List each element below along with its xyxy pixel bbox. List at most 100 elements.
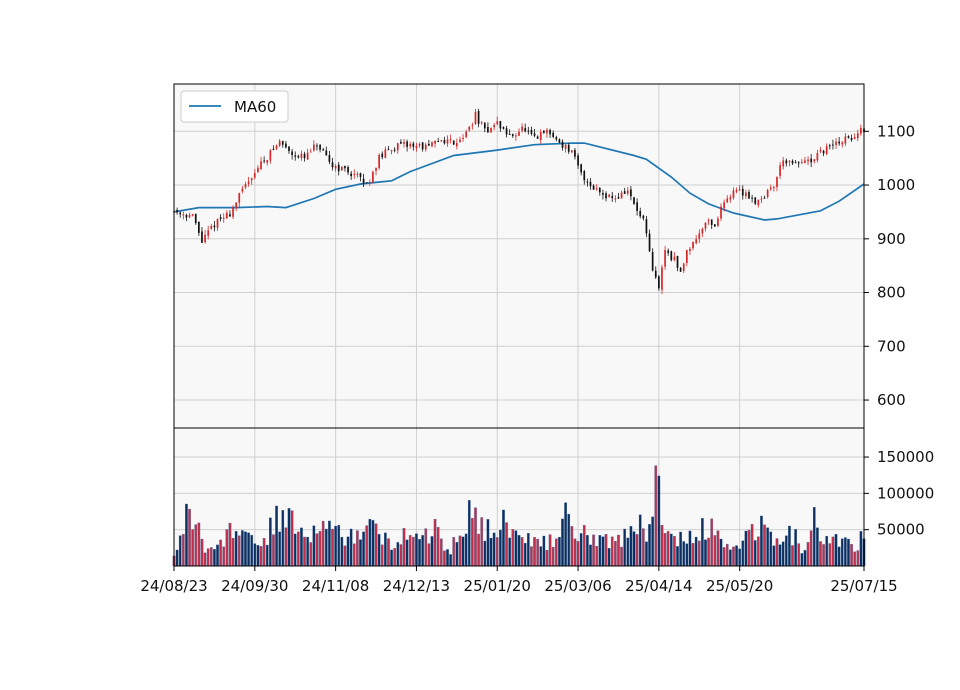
volume-bar (539, 546, 543, 567)
candle-body (804, 160, 806, 163)
volume-bar (607, 548, 611, 567)
candle-body (375, 167, 377, 171)
volume-bar (629, 526, 633, 567)
candle-body (841, 142, 844, 145)
candle-body (602, 193, 604, 195)
volume-tick-label: 50000 (877, 521, 925, 539)
volume-bar (278, 531, 281, 567)
candle-body (667, 250, 670, 253)
candle-body (555, 137, 558, 140)
candle-body (825, 146, 828, 154)
price-tick-label: 900 (877, 230, 906, 248)
candle-body (260, 161, 262, 169)
candle-body (288, 146, 290, 152)
volume-bar (663, 533, 667, 567)
candle-body (524, 128, 527, 132)
candle-body (766, 190, 769, 198)
candle-body (431, 142, 433, 147)
candle-body (253, 173, 256, 178)
candle-body (331, 162, 334, 168)
candle-body (198, 221, 200, 233)
price-tick-label: 700 (877, 337, 906, 355)
volume-bar (439, 538, 443, 567)
volume-bar (685, 543, 689, 567)
volume-bar (704, 539, 707, 567)
candle-body (213, 225, 216, 228)
candle-body (567, 144, 570, 152)
volume-tick-label: 100000 (877, 484, 934, 502)
candle-body (505, 128, 508, 135)
candle-body (729, 197, 732, 200)
volume-bar (384, 532, 387, 567)
volume-bar (408, 535, 412, 567)
volume-bar (757, 536, 760, 567)
volume-bar (502, 509, 505, 567)
volume-bar (744, 530, 748, 567)
candle-body (633, 197, 635, 204)
volume-bar (312, 525, 316, 567)
volume-bar (197, 522, 201, 567)
candle-body (835, 141, 837, 145)
volume-bar (822, 544, 825, 567)
volume-bar (816, 527, 819, 567)
volume-bar (175, 549, 179, 567)
candle-body (664, 250, 666, 267)
volume-bar (682, 541, 686, 567)
volume-bar (511, 529, 515, 567)
volume-bar (676, 546, 679, 567)
volume-bar (188, 508, 191, 567)
volume-bar (719, 538, 723, 567)
volume-bar (601, 536, 605, 567)
legend: MA60 (180, 90, 289, 123)
candle-body (396, 143, 399, 151)
volume-bar (234, 531, 238, 567)
candle-body (536, 136, 539, 139)
candle-body (810, 158, 813, 163)
candle-body (281, 141, 284, 145)
volume-bar (707, 537, 710, 567)
volume-bar (669, 533, 673, 567)
candle-body (474, 111, 477, 124)
volume-bar (206, 548, 210, 567)
volume-bar (452, 537, 456, 567)
volume-bar (806, 542, 810, 567)
volume-bar (729, 549, 732, 567)
candle-body (272, 148, 275, 150)
candle-body (449, 139, 452, 141)
volume-bar (250, 535, 254, 567)
candle-body (207, 230, 210, 236)
volume-bar (359, 539, 362, 567)
candle-body (704, 222, 707, 229)
volume-bar (262, 538, 266, 567)
volume-bar (219, 539, 222, 567)
candle-body (586, 181, 589, 183)
volume-bar (797, 543, 801, 567)
volume-bar (589, 544, 592, 567)
volume-bar (554, 538, 558, 567)
candle-body (508, 133, 511, 135)
volume-panel-frame (173, 427, 865, 567)
volume-bar (433, 518, 437, 567)
volume-bar (738, 548, 741, 567)
candle-body (527, 130, 530, 132)
volume-bar (837, 546, 841, 567)
candle-body (229, 214, 231, 217)
candle-body (297, 155, 300, 158)
candle-body (651, 252, 654, 271)
volume-bar (300, 527, 303, 567)
volume-bar (505, 522, 508, 567)
volume-bar (856, 550, 860, 567)
candle-body (471, 124, 474, 126)
volume-bar (256, 545, 260, 567)
volume-bar (831, 536, 835, 567)
volume-bar (405, 539, 409, 567)
volume-bar (617, 534, 620, 567)
date-tick-label: 25/01/20 (464, 577, 531, 595)
candle-body (418, 143, 421, 146)
volume-bar (241, 530, 244, 567)
date-tick-label: 25/04/14 (625, 577, 692, 595)
candle-body (368, 182, 371, 184)
candle-body (754, 197, 757, 204)
candle-body (518, 131, 520, 136)
legend-frame (180, 90, 289, 123)
